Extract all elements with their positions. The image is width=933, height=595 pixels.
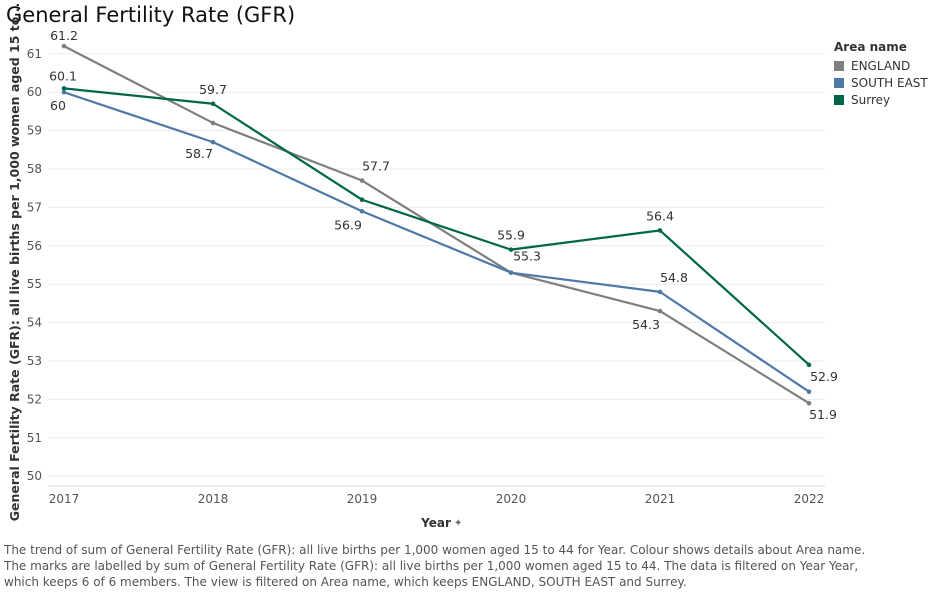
data-point <box>508 270 514 275</box>
data-label: 58.7 <box>185 146 213 161</box>
x-axis-title: Year <box>420 516 451 530</box>
legend-swatch <box>834 94 844 105</box>
legend-label: ENGLAND <box>851 58 911 73</box>
data-point <box>508 247 514 252</box>
data-point <box>359 178 365 183</box>
gridlines <box>48 53 825 477</box>
x-tick-label: 2022 <box>794 492 825 506</box>
y-tick-label: 54 <box>27 316 42 330</box>
legend-title: Area name <box>834 40 907 54</box>
data-label: 56.4 <box>646 208 674 223</box>
data-label: 52.9 <box>810 369 838 384</box>
y-tick-label: 55 <box>27 277 42 291</box>
x-tick-label: 2019 <box>347 492 378 506</box>
data-label: 60.1 <box>49 68 77 83</box>
y-tick-label: 57 <box>27 200 42 214</box>
data-point <box>359 208 365 214</box>
legend-item-surrey[interactable]: Surrey <box>834 91 928 108</box>
data-point <box>61 89 67 95</box>
data-point <box>806 362 812 368</box>
x-tick-label: 2020 <box>496 492 527 506</box>
y-tick-label: 60 <box>27 85 42 99</box>
data-label: 55.3 <box>513 249 541 264</box>
line-chart: 50 51 52 53 54 55 56 57 58 59 60 61 2017 2018 2019 2020… <box>7 3 838 530</box>
data-label: 59.7 <box>199 82 227 97</box>
data-point <box>657 228 663 233</box>
legend-item-south-east[interactable]: SOUTH EAST <box>834 74 928 91</box>
legend: Area name ENGLAND SOUTH EAST Surrey <box>834 40 928 108</box>
y-tick-label: 58 <box>27 162 42 176</box>
data-point <box>359 197 365 203</box>
data-point <box>657 289 663 295</box>
y-tick-label: 50 <box>27 469 42 483</box>
x-tick-label: 2018 <box>198 492 229 506</box>
axes: 50 51 52 53 54 55 56 57 58 59 60 61 2017 2018 2019 2020… <box>27 47 825 506</box>
series-line-england <box>63 45 810 405</box>
legend-item-england[interactable]: ENGLAND <box>834 57 928 74</box>
data-label: 57.7 <box>362 159 390 174</box>
data-label: 54.8 <box>660 270 688 285</box>
x-tick-label: 2021 <box>645 492 676 506</box>
y-tick-label: 61 <box>27 47 42 61</box>
data-point <box>210 139 216 145</box>
data-label: 61.2 <box>50 28 78 43</box>
y-tick-label: 52 <box>27 392 42 406</box>
y-tick-label: 56 <box>27 239 42 253</box>
data-label: 56.9 <box>334 217 362 232</box>
chart-caption: The trend of sum of General Fertility Ra… <box>4 543 866 589</box>
data-label: 60 <box>50 98 66 113</box>
y-tick-label: 51 <box>27 431 42 445</box>
y-tick-label: 59 <box>27 124 42 138</box>
legend-label: SOUTH EAST <box>851 75 928 90</box>
data-point <box>210 101 216 107</box>
data-label: 51.9 <box>809 407 837 422</box>
legend-swatch <box>834 77 844 88</box>
data-label: 54.3 <box>632 317 660 332</box>
data-labels: 61.2 57.7 55.3 54.3 51.9 60 58.7 56.9 54.8 60.1 59… <box>49 28 838 422</box>
data-point <box>61 43 67 49</box>
data-point <box>806 389 812 394</box>
series-lines <box>61 43 812 406</box>
data-point <box>806 400 812 406</box>
data-label: 55.9 <box>497 228 525 243</box>
y-axis-title: General Fertility Rate (GFR): all live b… <box>7 3 22 521</box>
data-point <box>657 308 663 314</box>
data-point <box>210 120 216 126</box>
legend-label: Surrey <box>851 92 891 107</box>
chart-title: General Fertility Rate (GFR) <box>6 3 296 27</box>
x-tick-label: 2017 <box>49 492 80 506</box>
series-line-surrey <box>63 87 810 366</box>
legend-swatch <box>834 60 844 71</box>
series-line-south-east <box>63 91 810 393</box>
data-point <box>61 86 67 91</box>
y-tick-label: 53 <box>27 354 42 368</box>
pin-icon[interactable]: ✦ <box>454 518 462 529</box>
